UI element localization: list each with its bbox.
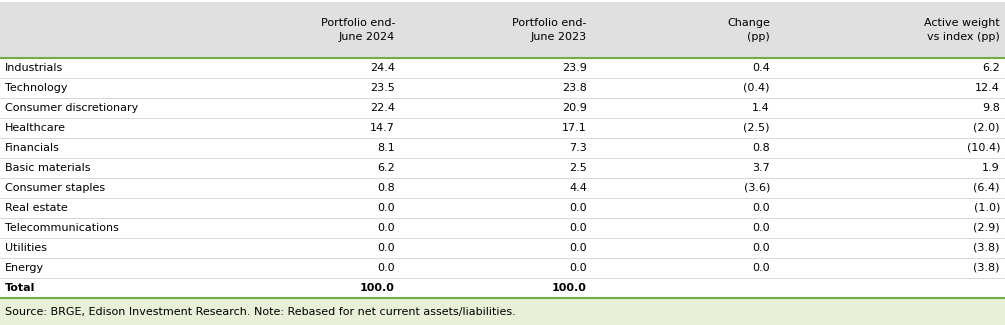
Text: Energy: Energy xyxy=(5,263,44,273)
Bar xyxy=(0,298,1005,325)
Text: 0.0: 0.0 xyxy=(753,223,770,233)
Text: Consumer staples: Consumer staples xyxy=(5,183,106,193)
Text: Technology: Technology xyxy=(5,83,67,93)
Text: 1.4: 1.4 xyxy=(753,103,770,113)
Text: 6.2: 6.2 xyxy=(377,163,395,173)
Text: (3.8): (3.8) xyxy=(974,243,1000,253)
Text: 4.4: 4.4 xyxy=(569,183,587,193)
Text: Consumer discretionary: Consumer discretionary xyxy=(5,103,139,113)
Text: Real estate: Real estate xyxy=(5,203,67,213)
Text: 12.4: 12.4 xyxy=(975,83,1000,93)
Text: 0.0: 0.0 xyxy=(753,263,770,273)
Text: 0.0: 0.0 xyxy=(570,223,587,233)
Text: 0.4: 0.4 xyxy=(753,63,770,73)
Text: 0.8: 0.8 xyxy=(377,183,395,193)
Text: (6.4): (6.4) xyxy=(974,183,1000,193)
Text: 20.9: 20.9 xyxy=(562,103,587,113)
Text: (1.0): (1.0) xyxy=(974,203,1000,213)
Text: 22.4: 22.4 xyxy=(370,103,395,113)
Text: (3.6): (3.6) xyxy=(744,183,770,193)
Text: (2.9): (2.9) xyxy=(974,223,1000,233)
Text: 6.2: 6.2 xyxy=(982,63,1000,73)
Text: 17.1: 17.1 xyxy=(562,123,587,133)
Text: 2.5: 2.5 xyxy=(569,163,587,173)
Text: Active weight
vs index (pp): Active weight vs index (pp) xyxy=(925,19,1000,42)
Text: 1.9: 1.9 xyxy=(982,163,1000,173)
Text: (2.5): (2.5) xyxy=(744,123,770,133)
Text: 0.0: 0.0 xyxy=(570,243,587,253)
Text: Portfolio end-
June 2024: Portfolio end- June 2024 xyxy=(321,19,395,42)
Text: 0.0: 0.0 xyxy=(570,263,587,273)
Text: (2.0): (2.0) xyxy=(974,123,1000,133)
Text: 100.0: 100.0 xyxy=(552,283,587,293)
Text: 23.5: 23.5 xyxy=(370,83,395,93)
Text: (3.8): (3.8) xyxy=(974,263,1000,273)
Text: Portfolio end-
June 2023: Portfolio end- June 2023 xyxy=(513,19,587,42)
Text: 0.0: 0.0 xyxy=(377,223,395,233)
Text: Industrials: Industrials xyxy=(5,63,63,73)
Text: 8.1: 8.1 xyxy=(377,143,395,153)
Text: Total: Total xyxy=(5,283,35,293)
Text: 0.0: 0.0 xyxy=(753,203,770,213)
Text: 0.0: 0.0 xyxy=(377,263,395,273)
Text: 0.0: 0.0 xyxy=(377,203,395,213)
Text: Telecommunications: Telecommunications xyxy=(5,223,119,233)
Text: (10.4): (10.4) xyxy=(967,143,1000,153)
Text: Source: BRGE, Edison Investment Research. Note: Rebased for net current assets/l: Source: BRGE, Edison Investment Research… xyxy=(5,306,516,317)
Text: 0.0: 0.0 xyxy=(377,243,395,253)
Text: 100.0: 100.0 xyxy=(360,283,395,293)
Text: 23.8: 23.8 xyxy=(562,83,587,93)
Text: Change
(pp): Change (pp) xyxy=(728,19,770,42)
Text: Utilities: Utilities xyxy=(5,243,47,253)
Text: Financials: Financials xyxy=(5,143,60,153)
Text: Basic materials: Basic materials xyxy=(5,163,90,173)
Text: Healthcare: Healthcare xyxy=(5,123,66,133)
Text: 24.4: 24.4 xyxy=(370,63,395,73)
Text: 0.0: 0.0 xyxy=(570,203,587,213)
Text: (0.4): (0.4) xyxy=(744,83,770,93)
Text: 7.3: 7.3 xyxy=(569,143,587,153)
Text: 0.0: 0.0 xyxy=(753,243,770,253)
Text: 23.9: 23.9 xyxy=(562,63,587,73)
Text: 3.7: 3.7 xyxy=(753,163,770,173)
Text: 0.8: 0.8 xyxy=(753,143,770,153)
Text: 14.7: 14.7 xyxy=(370,123,395,133)
Bar xyxy=(0,2,1005,58)
Text: 9.8: 9.8 xyxy=(982,103,1000,113)
